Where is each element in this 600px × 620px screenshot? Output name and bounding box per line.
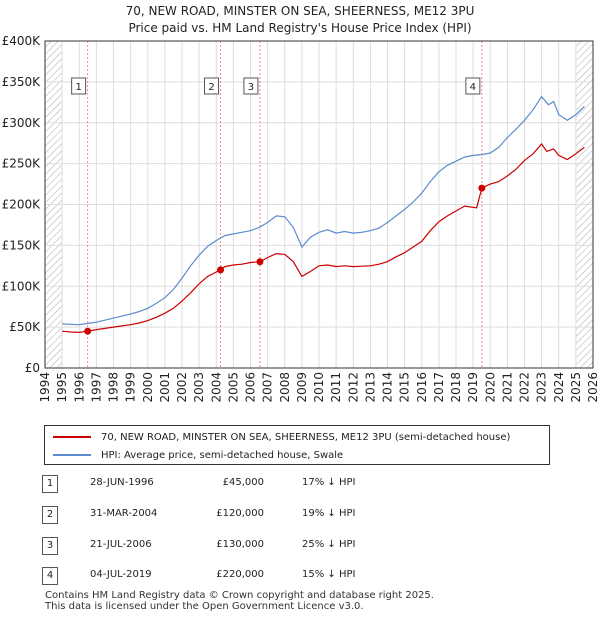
x-tick-label: 2000	[141, 372, 155, 403]
sale-label-number: 4	[470, 82, 476, 93]
sale-point	[478, 184, 486, 192]
sale-price: £220,000	[216, 569, 264, 580]
x-tick-label: 1994	[38, 372, 52, 403]
x-tick-label: 2024	[552, 372, 566, 403]
x-tick-label: 2007	[261, 372, 275, 403]
x-tick-label: 2026	[586, 372, 600, 403]
x-tick-label: 2002	[175, 372, 189, 403]
hpi-series-line	[62, 95, 585, 326]
x-tick-label: 2015	[398, 372, 412, 403]
x-tick-label: 1995	[55, 372, 69, 403]
sale-date: 31-MAR-2004	[90, 508, 158, 519]
sale-hpi-diff: 15% ↓ HPI	[302, 569, 356, 580]
x-tick-label: 1996	[72, 372, 86, 403]
x-tick-label: 2022	[518, 372, 532, 403]
sale-number-badge: 2	[42, 506, 58, 524]
x-tick-label: 2016	[415, 372, 429, 403]
x-tick-label: 2014	[381, 372, 395, 403]
plot-area	[44, 40, 594, 369]
y-tick-label: £200K	[2, 198, 42, 212]
sale-number-badge: 4	[42, 567, 58, 585]
sale-point	[217, 266, 225, 274]
sale-hpi-diff: 25% ↓ HPI	[302, 539, 356, 550]
y-tick-label: £350K	[2, 75, 42, 89]
y-tick-label: £400K	[2, 34, 42, 48]
x-tick-label: 2021	[500, 372, 514, 403]
sale-number-badge: 3	[42, 537, 58, 555]
x-tick-label: 2023	[535, 372, 549, 403]
y-tick-label: £300K	[2, 116, 42, 130]
x-tick-label: 2019	[466, 372, 480, 403]
sale-label-box	[71, 77, 87, 95]
legend-item-hpi: HPI: Average price, semi-detached house,…	[53, 447, 343, 463]
legend-label-hpi: HPI: Average price, semi-detached house,…	[101, 449, 344, 461]
y-tick-label: £100K	[2, 279, 42, 293]
legend-item-property: 70, NEW ROAD, MINSTER ON SEA, SHEERNESS,…	[53, 429, 510, 445]
sale-label-number: 2	[208, 82, 214, 93]
sale-label-box	[204, 77, 220, 95]
x-tick-label: 2008	[278, 372, 292, 403]
x-tick-label: 2010	[312, 372, 326, 403]
x-tick-label: 1997	[89, 372, 103, 403]
sale-number-badge: 1	[42, 475, 58, 493]
chart-title-line1: 70, NEW ROAD, MINSTER ON SEA, SHEERNESS,…	[125, 4, 475, 18]
chart-legend: 70, NEW ROAD, MINSTER ON SEA, SHEERNESS,…	[44, 425, 550, 465]
price-chart: 1 2 3 4 £0 £50K £100K £150K £200K £250K £300K £350…	[2, 34, 600, 403]
y-tick-label: £0	[25, 361, 40, 375]
x-tick-label: 2011	[329, 372, 343, 403]
sale-date: 28-JUN-1996	[90, 477, 154, 488]
x-tick-label: 2004	[209, 372, 223, 403]
sale-label-box	[465, 77, 481, 95]
legend-label-property: 70, NEW ROAD, MINSTER ON SEA, SHEERNESS,…	[101, 431, 511, 443]
x-tick-label: 2018	[449, 372, 463, 403]
x-tick-label: 2006	[244, 372, 258, 403]
sale-price: £120,000	[216, 508, 264, 519]
x-tick-label: 2017	[432, 372, 446, 403]
sale-price: £130,000	[216, 539, 264, 550]
sale-label-number: 3	[248, 82, 254, 93]
x-tick-label: 1999	[124, 372, 138, 403]
x-tick-label: 2025	[569, 372, 583, 403]
y-tick-label: £250K	[2, 157, 42, 171]
legend-swatch-blue	[53, 454, 91, 456]
y-tick-label: £150K	[2, 238, 42, 252]
x-tick-label: 2001	[158, 372, 172, 403]
y-tick-label: £50K	[9, 320, 41, 334]
sale-price: £45,000	[222, 477, 264, 488]
sale-label-box	[243, 77, 259, 95]
x-tick-label: 2003	[192, 372, 206, 403]
property-series-line	[62, 143, 585, 334]
footer-copyright: Contains HM Land Registry data © Crown c…	[45, 590, 434, 601]
sale-point	[256, 258, 264, 266]
x-tick-label: 2009	[295, 372, 309, 403]
sale-label-number: 1	[75, 82, 81, 93]
x-tick-label: 2012	[346, 372, 360, 403]
legend-swatch-red	[53, 436, 91, 438]
sale-point	[84, 327, 92, 335]
x-tick-label: 2013	[363, 372, 377, 403]
x-tick-label: 2020	[483, 372, 497, 403]
sale-hpi-diff: 19% ↓ HPI	[302, 508, 356, 519]
x-tick-label: 1998	[107, 372, 121, 403]
sale-date: 21-JUL-2006	[90, 539, 152, 550]
sale-hpi-diff: 17% ↓ HPI	[302, 477, 356, 488]
footer-license: This data is licensed under the Open Gov…	[45, 601, 364, 612]
x-tick-label: 2005	[226, 372, 240, 403]
sale-date: 04-JUL-2019	[90, 569, 152, 580]
chart-title-line2: Price paid vs. HM Land Registry's House …	[128, 21, 472, 35]
